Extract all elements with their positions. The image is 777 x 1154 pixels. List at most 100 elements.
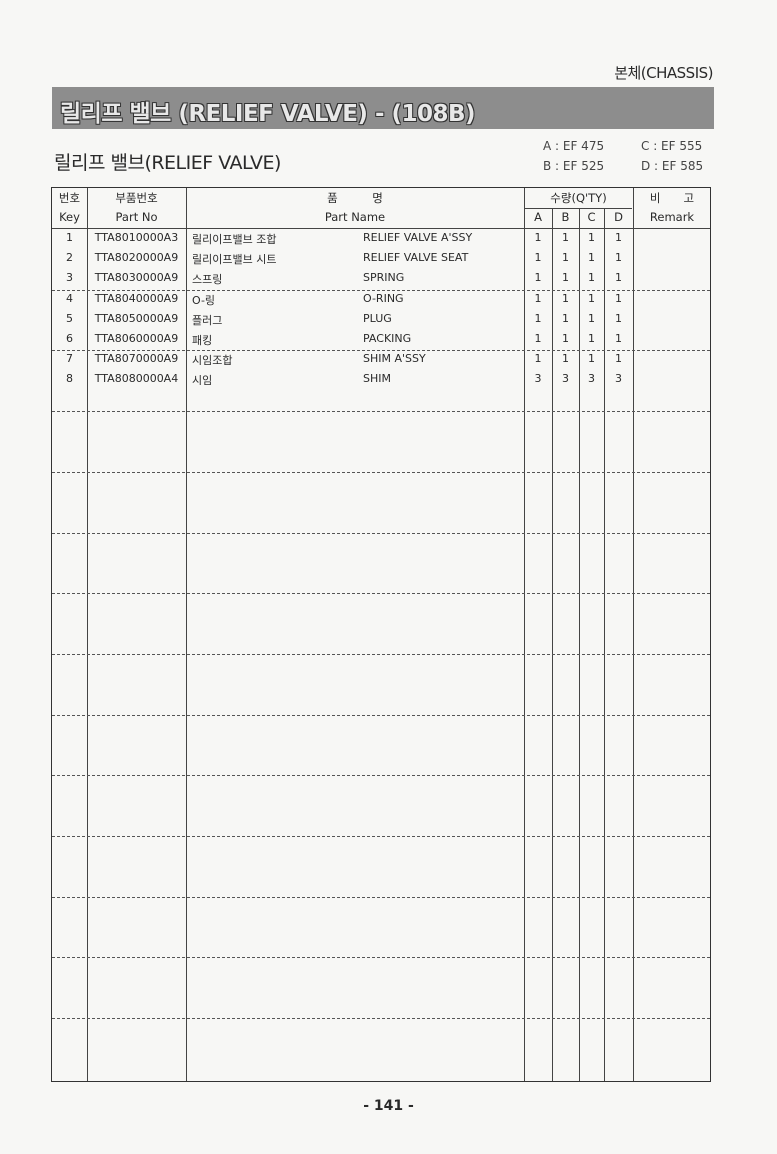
cell-part-no: TTA8080000A4	[94, 372, 179, 386]
cell-c: 1	[588, 352, 595, 366]
row-group-divider	[52, 653, 710, 655]
header-key-en: Key	[59, 210, 80, 224]
cell-a: 3	[534, 372, 542, 386]
cell-name-ko: 스프링	[192, 273, 223, 287]
cell-name-en: O-RING	[363, 291, 404, 305]
cell-a: 1	[534, 251, 542, 265]
cell-part-no: TTA8030000A9	[94, 271, 179, 285]
header-qty-a: A	[534, 210, 542, 224]
cell-key: 4	[66, 291, 73, 305]
parts-table: 번호 Key 부품번호 Part No 품 명 Part Name 수량(Q'T…	[51, 187, 711, 1082]
header-qty: 수량(Q'TY)	[550, 191, 607, 205]
cell-a: 1	[534, 291, 542, 305]
cell-c: 1	[588, 231, 595, 244]
cell-a: 1	[534, 311, 542, 325]
cell-name-ko: 시임	[192, 374, 213, 388]
cell-name-ko: 패킹	[192, 334, 213, 347]
cell-key: 5	[66, 311, 73, 325]
cell-d: 1	[615, 311, 622, 325]
header-remark-ko: 비 고	[649, 191, 695, 205]
row-group-divider	[52, 896, 710, 898]
row-group-divider	[52, 1018, 710, 1020]
cell-key: 6	[66, 332, 73, 345]
row-group-divider	[52, 714, 710, 716]
header-qty-d: D	[614, 210, 623, 224]
cell-d: 1	[615, 231, 622, 244]
title-banner: 릴리프 밸브 (RELIEF VALVE) - (108B)	[52, 87, 714, 129]
model-a: A : EF 475	[543, 139, 605, 153]
row-group-divider	[52, 957, 710, 959]
cell-name-ko: 릴리이프밸브 조합	[192, 233, 277, 246]
cell-a: 1	[534, 352, 542, 366]
cell-part-no: TTA8070000A9	[94, 352, 179, 366]
cell-c: 1	[588, 291, 595, 305]
cell-part-no: TTA8050000A9	[94, 311, 179, 325]
cell-part-no: TTA8060000A9	[94, 332, 179, 345]
cell-d: 1	[615, 291, 622, 305]
header-partno-en: Part No	[115, 210, 158, 224]
cell-key: 3	[66, 271, 73, 285]
cell-name-ko: 시임조합	[192, 354, 233, 368]
header-name-en: Part Name	[324, 210, 386, 224]
cell-a: 1	[534, 271, 542, 285]
cell-b: 1	[562, 352, 569, 366]
cell-d: 1	[615, 332, 622, 345]
cell-d: 1	[615, 352, 622, 366]
header-qty-c: C	[587, 210, 596, 224]
cell-name-en: SPRING	[363, 271, 405, 285]
banner-title: 릴리프 밸브 (RELIEF VALVE) - (108B)	[60, 101, 476, 127]
cell-c: 1	[588, 332, 595, 345]
cell-part-no: TTA8010000A3	[94, 231, 179, 244]
cell-b: 1	[562, 291, 569, 305]
cell-name-ko: O-링	[192, 293, 216, 307]
header-qty-b: B	[561, 210, 570, 224]
row-group-divider	[52, 836, 710, 837]
cell-d: 1	[615, 251, 622, 265]
row-group-divider	[52, 532, 710, 534]
header-name-ko: 품 명	[327, 191, 383, 205]
cell-name-ko: 플러그	[192, 313, 223, 327]
cell-d: 3	[615, 372, 622, 386]
header-key-ko: 번호	[58, 191, 81, 205]
cell-a: 1	[534, 231, 542, 244]
row-group-divider	[52, 411, 710, 413]
cell-part-no: TTA8040000A9	[94, 291, 179, 305]
cell-b: 1	[562, 271, 569, 285]
row-group-divider	[52, 289, 710, 291]
cell-part-no: TTA8020000A9	[94, 251, 179, 265]
cell-b: 1	[562, 332, 569, 345]
page-number: - 141 -	[363, 1098, 414, 1114]
cell-name-ko: 릴리이프밸브 시트	[192, 253, 277, 267]
cell-b: 3	[562, 372, 569, 386]
cell-b: 1	[562, 251, 569, 265]
cell-key: 8	[66, 372, 73, 386]
cell-name-en: SHIM	[363, 372, 391, 386]
cell-name-en: SHIM A'SSY	[363, 352, 426, 366]
cell-key: 1	[66, 231, 73, 244]
cell-name-en: RELIEF VALVE A'SSY	[363, 231, 473, 244]
cell-name-en: PACKING	[363, 332, 412, 345]
cell-c: 1	[588, 271, 595, 285]
cell-c: 3	[588, 372, 595, 386]
cell-c: 1	[588, 311, 595, 325]
cell-key: 2	[66, 251, 73, 265]
row-group-divider	[52, 775, 710, 777]
model-b: B : EF 525	[543, 159, 605, 173]
cell-a: 1	[534, 332, 542, 345]
cell-c: 1	[588, 251, 595, 265]
cell-key: 7	[66, 352, 73, 366]
row-group-divider	[52, 471, 710, 473]
row-group-divider	[52, 350, 710, 352]
header-remark-en: Remark	[649, 210, 695, 224]
cell-name-en: PLUG	[363, 311, 392, 325]
header-partno-ko: 부품번호	[115, 191, 158, 205]
page-subtitle: 릴리프 밸브(RELIEF VALVE)	[54, 152, 281, 174]
section-label: 본체(CHASSIS)	[614, 64, 713, 82]
model-c: C : EF 555	[641, 139, 703, 153]
cell-b: 1	[562, 311, 569, 325]
cell-name-en: RELIEF VALVE SEAT	[363, 251, 469, 265]
model-d: D : EF 585	[641, 159, 704, 173]
cell-d: 1	[615, 271, 622, 285]
row-group-divider	[52, 593, 710, 595]
cell-b: 1	[562, 231, 569, 244]
